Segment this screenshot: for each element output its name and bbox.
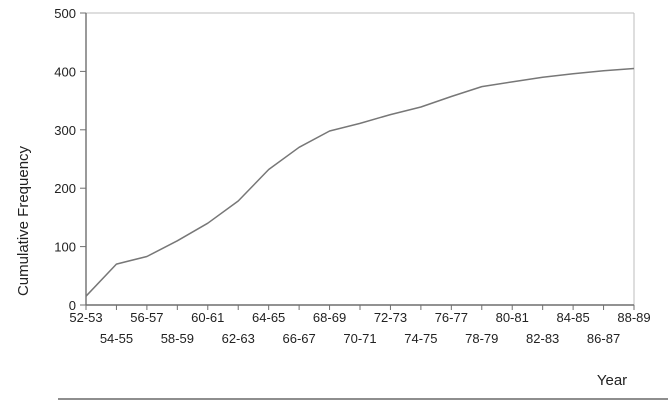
x-axis-title: Year bbox=[597, 372, 627, 389]
x-tick-label: 64-65 bbox=[252, 310, 285, 325]
x-tick-label: 78-79 bbox=[465, 331, 498, 346]
x-tick-label: 70-71 bbox=[343, 331, 376, 346]
x-tick-label: 58-59 bbox=[161, 331, 194, 346]
x-tick-label: 62-63 bbox=[222, 331, 255, 346]
x-tick-label: 80-81 bbox=[496, 310, 529, 325]
x-tick-label: 82-83 bbox=[526, 331, 559, 346]
x-tick-label: 84-85 bbox=[556, 310, 589, 325]
x-tick-label: 88-89 bbox=[617, 310, 650, 325]
x-tick-label: 52-53 bbox=[69, 310, 102, 325]
y-tick-label: 0 bbox=[69, 298, 76, 313]
x-tick-label: 54-55 bbox=[100, 331, 133, 346]
x-axis-ticks: 52-53 54-55 56-57 58-59 60-61 62-63 64-65 66-67… bbox=[69, 305, 651, 346]
y-tick-label: 200 bbox=[54, 181, 76, 196]
y-tick-label: 400 bbox=[54, 64, 76, 79]
x-tick-label: 66-67 bbox=[282, 331, 315, 346]
y-axis-title: Cumulative Frequency bbox=[15, 145, 32, 296]
x-tick-label: 68-69 bbox=[313, 310, 346, 325]
series-line bbox=[85, 67, 635, 297]
x-tick-label: 60-61 bbox=[191, 310, 224, 325]
y-axis-ticks: 0 100 200 300 400 500 bbox=[54, 6, 86, 313]
x-tick-label: 86-87 bbox=[587, 331, 620, 346]
x-tick-label: 76-77 bbox=[435, 310, 468, 325]
y-tick-label: 300 bbox=[54, 123, 76, 138]
x-tick-label: 74-75 bbox=[404, 331, 437, 346]
x-tick-label: 56-57 bbox=[130, 310, 163, 325]
y-tick-label: 100 bbox=[54, 240, 76, 255]
y-tick-label: 500 bbox=[54, 6, 76, 21]
x-tick-label: 72-73 bbox=[374, 310, 407, 325]
